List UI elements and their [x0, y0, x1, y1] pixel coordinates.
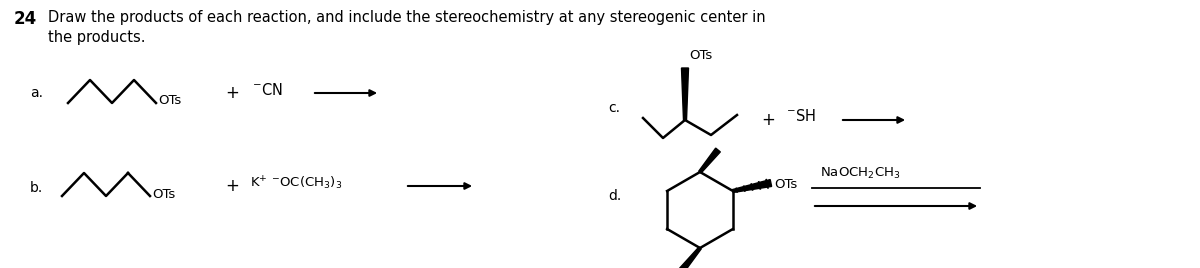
Polygon shape — [698, 148, 720, 173]
Polygon shape — [679, 247, 701, 268]
Text: the products.: the products. — [48, 30, 145, 45]
Polygon shape — [732, 180, 772, 192]
Text: $^{-}$CN: $^{-}$CN — [252, 82, 283, 98]
Text: b.: b. — [30, 181, 43, 195]
Text: NaOCH$_2$CH$_3$: NaOCH$_2$CH$_3$ — [820, 165, 900, 181]
Text: a.: a. — [30, 86, 43, 100]
Polygon shape — [682, 68, 689, 120]
Text: OTs: OTs — [774, 178, 797, 192]
Text: K$^{+}$ $^{-}$OC(CH$_3$)$_3$: K$^{+}$ $^{-}$OC(CH$_3$)$_3$ — [250, 174, 342, 192]
Text: +: + — [226, 84, 239, 102]
Text: OTs: OTs — [152, 188, 175, 202]
Text: c.: c. — [608, 101, 620, 115]
Text: OTs: OTs — [689, 49, 713, 62]
Text: +: + — [761, 111, 775, 129]
Text: Draw the products of each reaction, and include the stereochemistry at any stere: Draw the products of each reaction, and … — [48, 10, 766, 25]
Text: +: + — [226, 177, 239, 195]
Text: d.: d. — [608, 189, 622, 203]
Text: OTs: OTs — [158, 95, 181, 107]
Text: 24: 24 — [14, 10, 37, 28]
Text: $^{-}$SH: $^{-}$SH — [786, 108, 816, 124]
